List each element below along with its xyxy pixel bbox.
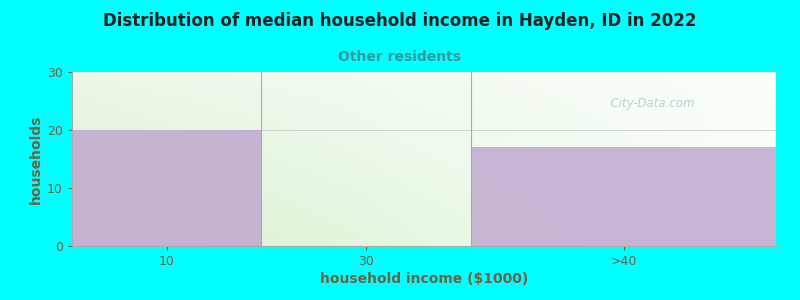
Bar	[471, 147, 776, 246]
Text: Other residents: Other residents	[338, 50, 462, 64]
Bar	[72, 130, 261, 246]
Y-axis label: households: households	[29, 114, 43, 204]
Text: City-Data.com: City-Data.com	[603, 97, 695, 110]
X-axis label: household income ($1000): household income ($1000)	[320, 272, 528, 286]
Text: Distribution of median household income in Hayden, ID in 2022: Distribution of median household income …	[103, 12, 697, 30]
